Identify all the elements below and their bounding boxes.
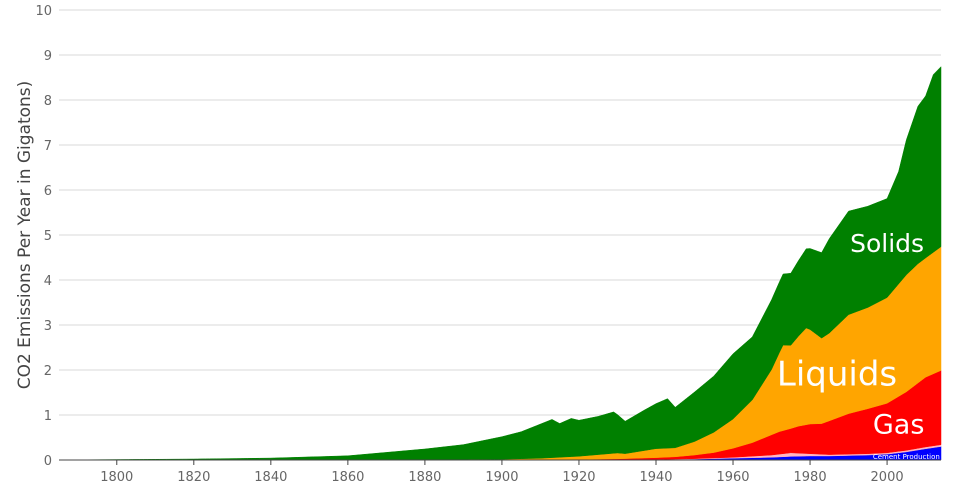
x-tick-label: 1940 — [639, 470, 672, 485]
x-tick-label: 1920 — [562, 470, 595, 485]
y-axis-title: CO2 Emissions Per Year in Gigatons) — [15, 81, 35, 390]
x-tick-label: 1900 — [485, 470, 518, 485]
y-tick-label: 8 — [44, 94, 52, 109]
y-tick-label: 0 — [44, 454, 52, 469]
series-label-solids: Solids — [850, 229, 924, 258]
gridlines — [59, 9, 941, 416]
x-tick-label: 1800 — [100, 470, 133, 485]
y-tick-label: 1 — [44, 409, 52, 424]
x-tick-label: 1860 — [331, 470, 364, 485]
series-label-liquids: Liquids — [777, 355, 897, 395]
y-tick-label: 9 — [44, 49, 52, 64]
axes: 0 1 2 3 4 5 6 7 8 9 10 1800 1820 1840 1860 1880 1900 1920… — [35, 4, 941, 485]
y-tick-label: 4 — [44, 274, 52, 289]
x-tick-label: 1820 — [177, 470, 210, 485]
y-tick-label: 2 — [44, 364, 52, 379]
series-label-gas: Gas — [873, 409, 925, 440]
y-tick-label: 3 — [44, 319, 52, 334]
y-tick-label: 5 — [44, 229, 52, 244]
plot-areas — [58, 66, 942, 461]
x-tick-label: 1840 — [254, 470, 287, 485]
x-tick-label: 1880 — [408, 470, 441, 485]
x-tick-label: 1980 — [794, 470, 827, 485]
y-tick-label: 6 — [44, 184, 52, 199]
x-tick-label: 2000 — [871, 470, 904, 485]
x-tick-label: 1960 — [716, 470, 749, 485]
series-label-cement-production: Cement Production — [873, 453, 940, 461]
y-tick-label: 10 — [35, 4, 52, 19]
series-labels: Solids Liquids Gas Cement Production — [777, 229, 940, 461]
y-tick-label: 7 — [44, 139, 52, 154]
